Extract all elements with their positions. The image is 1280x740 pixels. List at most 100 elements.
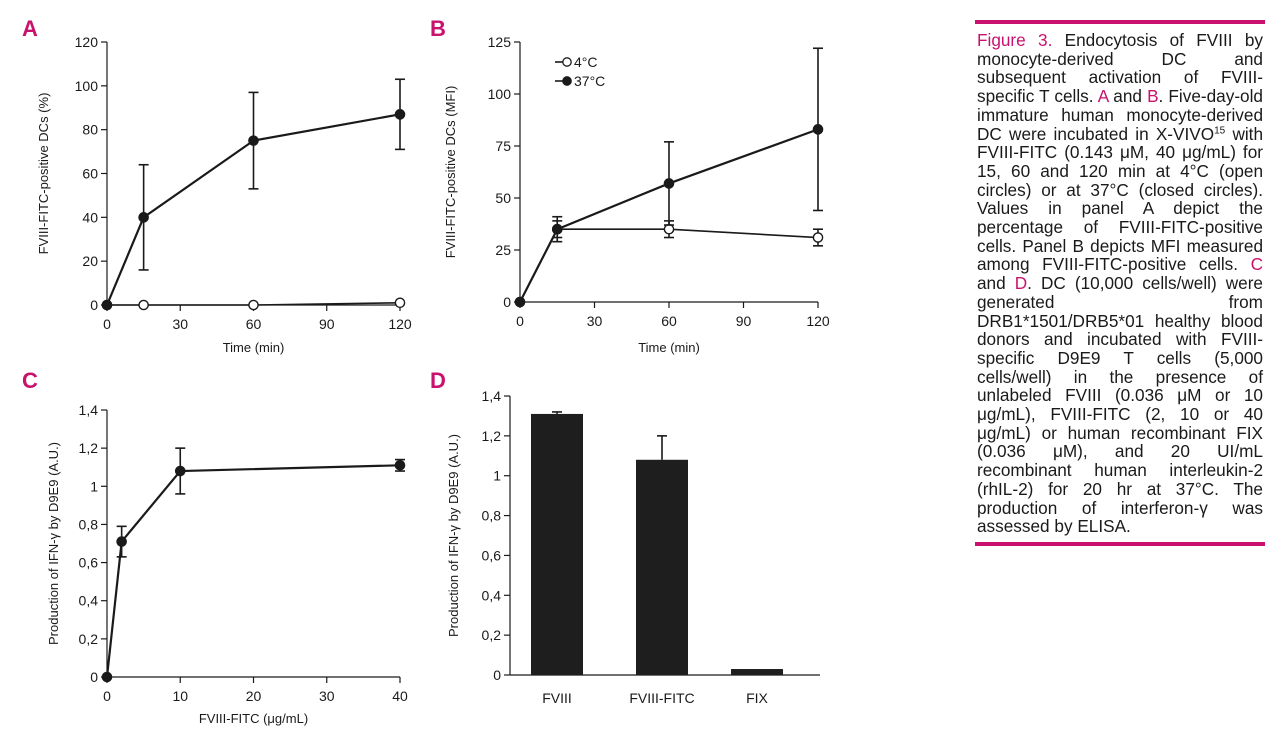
series-37c xyxy=(514,47,824,308)
caption-superscript: 15 xyxy=(1214,124,1226,136)
series-ifn xyxy=(101,447,406,683)
figure-caption: Figure 3. Endocytosis of FVIII by monocy… xyxy=(975,24,1265,542)
data-point xyxy=(248,135,259,146)
data-point xyxy=(663,178,675,189)
data-point xyxy=(514,296,526,308)
caption-and: and xyxy=(1108,86,1148,107)
category-label: FIX xyxy=(746,690,768,706)
data-point xyxy=(551,223,563,235)
category-label: FVIII xyxy=(542,690,572,706)
series-line xyxy=(519,128,819,303)
caption-bottom-rule xyxy=(975,541,1265,546)
y-tick-label: 1 xyxy=(90,478,98,494)
caption-text-ab-cont: with FVIII-FITC (0.143 μM, 40 μg/mL) for… xyxy=(977,123,1264,275)
category-label: FVIII-FITC xyxy=(629,690,694,706)
legend-marker xyxy=(562,57,572,67)
data-point xyxy=(394,109,406,120)
caption-label: Figure 3. xyxy=(977,30,1053,50)
data-point xyxy=(101,299,113,311)
y-tick-label: 1,2 xyxy=(79,440,99,456)
x-tick-label: 20 xyxy=(246,688,262,704)
y-tick-label: 0 xyxy=(493,667,501,683)
panel-label: B xyxy=(430,16,446,41)
y-tick-label: 1,2 xyxy=(482,428,502,444)
y-axis-label: FVIII-FITC-positive DCs (%) xyxy=(36,93,51,255)
x-tick-label: 0 xyxy=(516,313,524,329)
panel-label: A xyxy=(22,16,38,41)
data-point xyxy=(138,299,149,311)
panel-b: B 0 25 50 75 100 125 FVIII-FITC-positive DCs (M… xyxy=(430,16,830,355)
y-tick-label: 0 xyxy=(90,669,98,685)
bar xyxy=(636,459,688,675)
y-tick-label: 0,4 xyxy=(482,587,502,603)
bar xyxy=(731,669,783,675)
y-tick-label: 1,4 xyxy=(482,388,502,404)
y-tick-label: 0 xyxy=(503,294,511,310)
data-point xyxy=(116,536,127,547)
legend-marker xyxy=(562,76,572,86)
caption-ref-b: B xyxy=(1147,86,1159,107)
caption-ref-d: D xyxy=(1014,273,1028,294)
x-tick-label: 120 xyxy=(806,313,830,329)
data-point xyxy=(248,299,259,311)
y-tick-label: 40 xyxy=(82,209,98,225)
y-tick-label: 120 xyxy=(75,34,99,50)
panel-d: D 0 0,2 0,4 0,6 0,8 1 1,2 1,4 Production of IFN-γ… xyxy=(430,368,820,706)
x-axis-label: Time (min) xyxy=(223,340,285,355)
series-37c xyxy=(101,78,406,311)
caption-and-2: and xyxy=(977,273,1015,294)
y-tick-label: 20 xyxy=(82,253,98,269)
data-point xyxy=(174,465,186,477)
y-tick-label: 125 xyxy=(488,34,512,50)
x-tick-label: 30 xyxy=(319,688,335,704)
panel-label: C xyxy=(22,368,38,393)
y-axis-label: FVIII-FITC-positive DCs (MFI) xyxy=(443,86,458,259)
y-tick-label: 25 xyxy=(495,242,511,258)
series-line xyxy=(107,302,401,306)
panel-c: C 0 0,2 0,4 0,6 0,8 1 1,2 1,4 Production of IFN-γ… xyxy=(22,368,408,726)
caption-ref-c: C xyxy=(1250,254,1263,275)
x-tick-label: 60 xyxy=(246,316,262,332)
x-tick-label: 0 xyxy=(103,688,111,704)
y-tick-label: 0,2 xyxy=(79,631,99,647)
x-tick-label: 30 xyxy=(172,316,188,332)
data-point xyxy=(101,671,113,683)
x-tick-label: 30 xyxy=(587,313,603,329)
data-point xyxy=(663,223,675,235)
y-axis-label: Production of IFN-γ by D9E9 (A.U.) xyxy=(446,434,461,637)
series-4c xyxy=(101,297,406,311)
data-point xyxy=(394,297,406,309)
y-tick-label: 0,2 xyxy=(482,627,502,643)
data-point xyxy=(812,124,824,135)
y-tick-label: 80 xyxy=(82,122,98,138)
y-tick-label: 100 xyxy=(488,86,512,102)
y-tick-label: 1,4 xyxy=(79,402,99,418)
y-tick-label: 0,6 xyxy=(79,555,99,571)
legend-label: 37°C xyxy=(574,73,605,89)
data-point xyxy=(138,212,149,223)
y-tick-label: 75 xyxy=(495,138,511,154)
y-axis-label: Production of IFN-γ by D9E9 (A.U.) xyxy=(46,442,61,645)
caption-top-rule xyxy=(975,20,1265,24)
x-tick-label: 40 xyxy=(392,688,408,704)
panel-a: A 0 20 40 60 80 100 120 FVIII-FITC-positive DCs … xyxy=(22,16,412,355)
data-point xyxy=(394,460,406,471)
x-tick-label: 10 xyxy=(172,688,188,704)
x-tick-label: 120 xyxy=(388,316,412,332)
caption-text-ab: . Five-day-old immature human monocyte-d… xyxy=(977,86,1263,144)
data-point xyxy=(812,232,824,243)
panel-label: D xyxy=(430,368,446,393)
y-tick-label: 0,6 xyxy=(482,547,502,563)
caption-text-cd: . DC (10,000 cells/well) were generated … xyxy=(977,273,1263,537)
y-tick-label: 0,8 xyxy=(482,508,502,524)
x-axis-label: FVIII-FITC (μg/mL) xyxy=(199,711,308,726)
x-tick-label: 0 xyxy=(103,316,111,332)
series-line xyxy=(105,113,401,306)
y-tick-label: 50 xyxy=(495,190,511,206)
series-4c xyxy=(514,220,824,308)
x-tick-label: 90 xyxy=(319,316,335,332)
y-tick-label: 0,4 xyxy=(79,593,99,609)
y-tick-label: 0 xyxy=(90,297,98,313)
legend-label: 4°C xyxy=(574,54,598,70)
